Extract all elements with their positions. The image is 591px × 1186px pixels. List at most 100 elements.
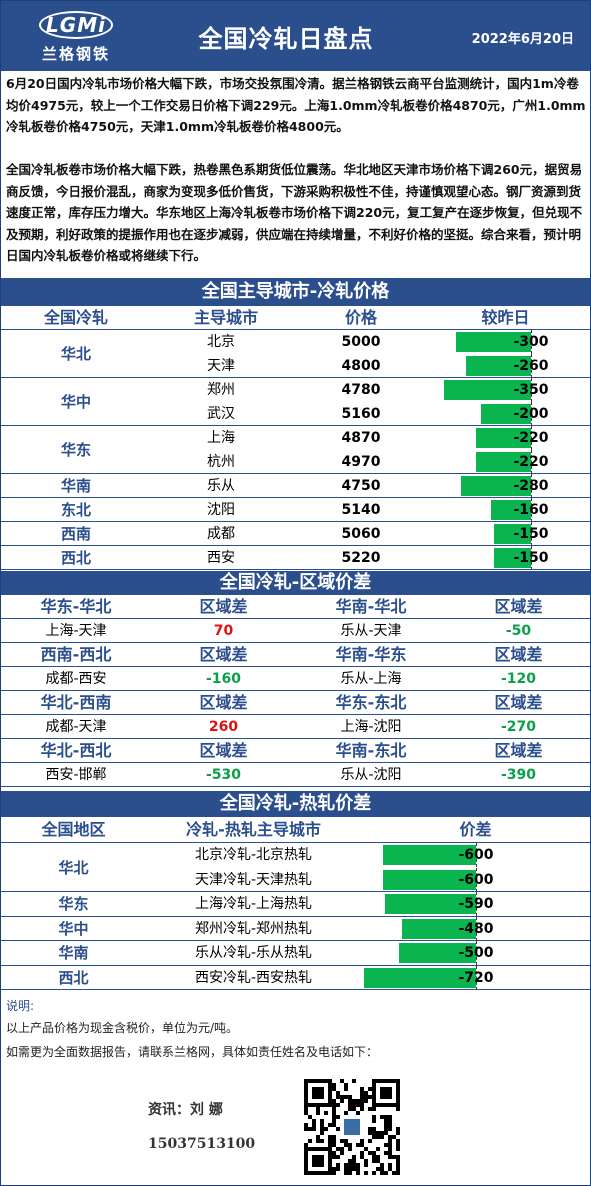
col-header-price: 价格 xyxy=(344,308,377,327)
city-pair: 西安-邯郸 xyxy=(45,767,107,783)
change-value: -280 xyxy=(513,478,549,494)
bar-axis-line xyxy=(531,354,532,378)
change-bar-cell: -300 xyxy=(421,330,590,354)
price-cell: 5140 xyxy=(341,502,381,518)
region-pair-title: 华北-西北 xyxy=(40,741,112,760)
spread-bar-cell: -720 xyxy=(356,965,590,990)
region-pair-title: 华南-东北 xyxy=(335,741,407,760)
bar-axis-line xyxy=(476,843,477,867)
spread-bar xyxy=(401,918,476,939)
spread-bar xyxy=(383,845,476,865)
bar-axis-line xyxy=(531,498,532,522)
change-bar-cell: -200 xyxy=(421,402,590,426)
bar-axis-line xyxy=(476,867,477,892)
diff-value: -270 xyxy=(500,719,537,735)
region-cell: 西北 xyxy=(1,546,151,570)
cold-hot-pair: 上海冷轧-上海热轧 xyxy=(194,896,313,912)
change-value: -350 xyxy=(513,382,549,398)
change-value: -300 xyxy=(513,334,549,350)
change-bar-cell: -160 xyxy=(421,498,590,522)
header-divider xyxy=(1,618,590,619)
change-value: -220 xyxy=(513,430,549,446)
cold-hot-pair: 郑州冷轧-郑州热轧 xyxy=(194,920,313,937)
cold-hot-pair: 西安冷轧-西安热轧 xyxy=(194,969,313,986)
diff-value: 70 xyxy=(213,623,234,639)
price-cell: 5000 xyxy=(341,334,381,350)
price-note: 以上产品价格为现金含税价，单位为元/吨。 xyxy=(6,1021,239,1035)
spread-bar-cell: -480 xyxy=(356,916,590,941)
col-header-city: 主导城市 xyxy=(193,308,258,327)
change-value: -160 xyxy=(513,502,549,518)
city-cell: 乐从 xyxy=(207,478,235,494)
spread-bar-cell: -500 xyxy=(356,941,590,965)
section-title-city-prices: 全国主导城市-冷轧价格 xyxy=(1,278,590,306)
change-bar-cell: -220 xyxy=(421,450,590,474)
row-divider xyxy=(146,891,590,892)
bar-axis-line xyxy=(531,378,532,402)
spread-value: -720 xyxy=(458,969,494,986)
change-bar xyxy=(476,452,531,472)
region-cell: 西南 xyxy=(1,522,151,546)
city-cell: 西安 xyxy=(207,550,235,566)
change-bar-cell: -220 xyxy=(421,426,590,450)
bar-axis-line xyxy=(531,522,532,546)
col-header-area: 全国地区 xyxy=(41,820,106,839)
city-cell: 上海 xyxy=(207,430,235,446)
region-cell: 东北 xyxy=(1,498,151,522)
bar-axis-line xyxy=(531,330,532,354)
bar-axis-line xyxy=(531,426,532,450)
city-cell: 沈阳 xyxy=(207,502,235,518)
change-bar xyxy=(461,476,531,496)
diff-value: -50 xyxy=(505,623,532,639)
spread-bar-cell: -590 xyxy=(356,892,590,916)
cold-hot-pair: 北京冷轧-北京热轧 xyxy=(194,847,313,863)
bar-axis-line xyxy=(476,965,477,990)
header-divider xyxy=(1,666,590,667)
diff-label: 区域差 xyxy=(199,645,248,664)
diff-value: -160 xyxy=(205,671,242,687)
col-header-pair: 冷轧-热轧主导城市 xyxy=(186,820,321,839)
header-banner: LGMi 兰格钢铁 全国冷轧日盘点 2022年6月20日 xyxy=(1,1,590,71)
change-bar xyxy=(466,356,531,376)
qr-code-icon[interactable] xyxy=(304,1079,400,1175)
city-cell: 北京 xyxy=(207,334,235,350)
change-bar xyxy=(491,500,531,520)
diff-label: 区域差 xyxy=(199,597,248,616)
bar-axis-line xyxy=(531,450,532,474)
row-divider xyxy=(146,964,590,966)
diff-label: 区域差 xyxy=(494,741,543,760)
price-cell: 4780 xyxy=(341,382,381,398)
region-pair-title: 华东-东北 xyxy=(335,693,407,712)
row-divider xyxy=(146,915,590,917)
row-divider xyxy=(151,377,590,378)
col-header-region: 全国冷轧 xyxy=(43,308,108,327)
lgmi-logo: LGMi 兰格钢铁 xyxy=(31,9,121,65)
city-pair: 成都-天津 xyxy=(45,719,107,735)
area-cell: 西北 xyxy=(1,966,146,990)
logo-mark: LGMi xyxy=(39,11,113,39)
price-cell: 4870 xyxy=(341,430,381,446)
analysis-paragraph: 全国冷轧板卷市场价格大幅下跌，热卷黑色系期货低位震荡。华北地区天津市场价格下调2… xyxy=(6,162,583,263)
city-pair: 乐从-上海 xyxy=(340,671,402,687)
spread-value: -500 xyxy=(458,945,494,961)
change-bar xyxy=(493,524,531,544)
region-pair-title: 华南-华北 xyxy=(335,597,407,616)
row-divider xyxy=(146,940,590,941)
diff-value: -390 xyxy=(500,767,537,783)
change-bar xyxy=(476,428,531,448)
note-label: 说明: xyxy=(6,999,35,1013)
city-cell: 郑州 xyxy=(207,382,235,398)
section-title-cold-hot-diff: 全国冷轧-热轧价差 xyxy=(1,791,590,817)
block-divider xyxy=(1,642,590,643)
diff-value: -120 xyxy=(500,671,537,687)
row-divider xyxy=(151,473,590,474)
spread-bar xyxy=(384,894,476,914)
col-header-diff: 价差 xyxy=(459,820,492,839)
block-divider xyxy=(1,738,590,739)
change-bar-cell: -150 xyxy=(421,546,590,570)
cold-hot-pair: 天津冷轧-天津热轧 xyxy=(194,871,313,888)
row-divider xyxy=(151,569,590,570)
area-cell: 华东 xyxy=(1,892,146,917)
diff-value: -530 xyxy=(205,767,242,783)
